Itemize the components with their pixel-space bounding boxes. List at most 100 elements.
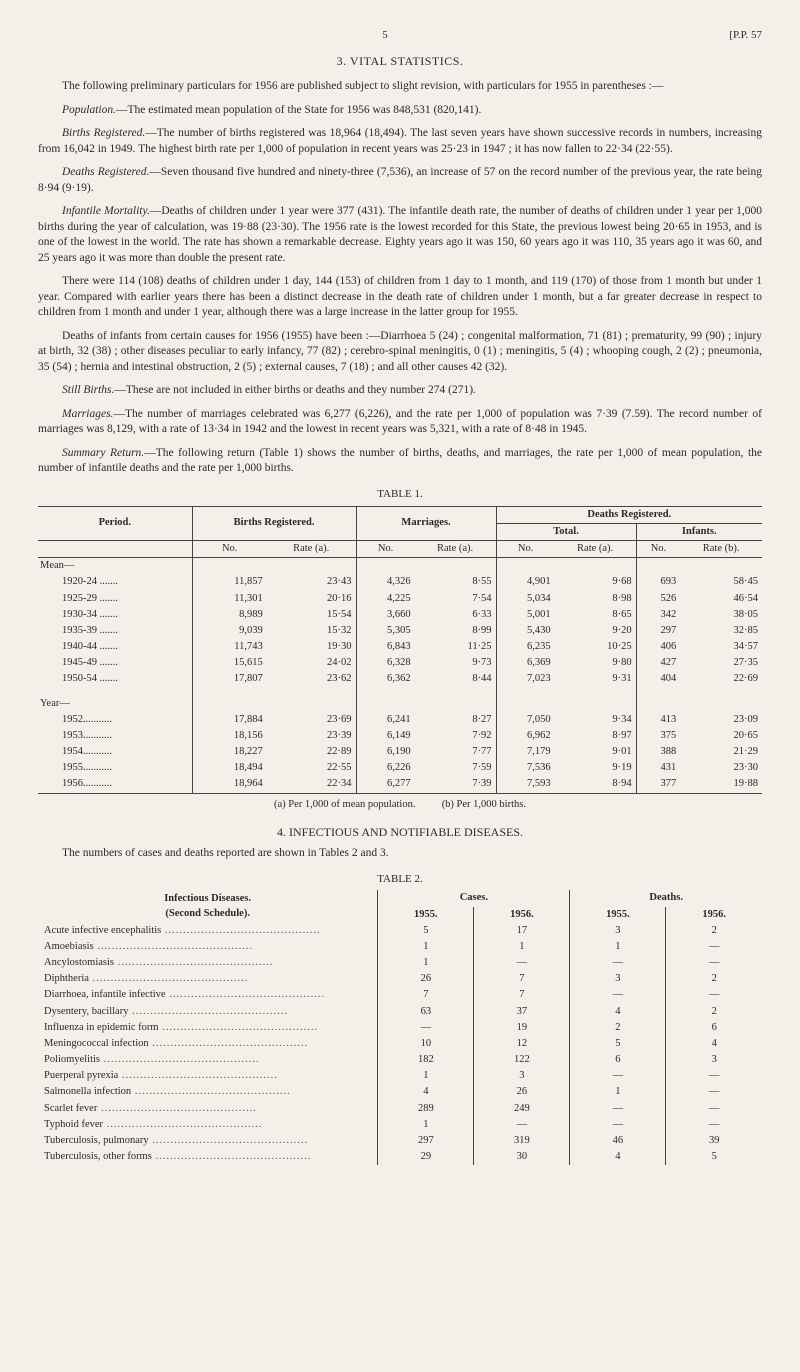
t1-marr-no: 4,225 <box>356 591 415 607</box>
t1-total-rate: 10·25 <box>555 639 636 655</box>
t1-total-rate: 8·97 <box>555 728 636 744</box>
t1-births-rate: 23·69 <box>267 712 356 728</box>
table-row: 1952...........17,88423·696,2418·277,050… <box>38 712 762 728</box>
t1-marr-no: 6,362 <box>356 671 415 687</box>
t1-total-no: 7,536 <box>496 760 555 776</box>
t2-cases-1955: 182 <box>378 1052 474 1068</box>
table-row: Puerperal pyrexia13—— <box>38 1068 762 1084</box>
t1-births-no: 17,807 <box>192 671 267 687</box>
table-2-title: TABLE 2. <box>38 872 762 887</box>
t1-inf-no: 693 <box>636 574 680 590</box>
t2-deaths-1955: 5 <box>570 1036 666 1052</box>
t1-births-rate: 24·02 <box>267 655 356 671</box>
t1-marr-no: 6,149 <box>356 728 415 744</box>
t1-inf-no: 431 <box>636 760 680 776</box>
t1-inf-no: 413 <box>636 712 680 728</box>
t1-marr-rate: 8·44 <box>415 671 496 687</box>
t1-total-no: 7,023 <box>496 671 555 687</box>
t2-cases-1955: 297 <box>378 1133 474 1149</box>
t2-cases-1956: 37 <box>474 1004 570 1020</box>
t2-cases-1956: 3 <box>474 1068 570 1084</box>
table-row: 1950-54 .......17,80723·626,3628·447,023… <box>38 671 762 687</box>
t2-cases-1955: 10 <box>378 1036 474 1052</box>
t2-cases-1955: 1 <box>378 1117 474 1133</box>
t2-deaths-1956: 39 <box>666 1133 762 1149</box>
t1-h-period: Period. <box>38 506 192 540</box>
t1-inf-rate: 27·35 <box>680 655 762 671</box>
t1-inf-no: 375 <box>636 728 680 744</box>
t1-group-label: Year— <box>38 696 192 712</box>
t1-h-ratea: Rate (a). <box>267 541 356 558</box>
t1-period: 1956........... <box>38 776 192 793</box>
t2-cases-1956: 249 <box>474 1101 570 1117</box>
t1-inf-rate: 19·88 <box>680 776 762 793</box>
t2-disease: Diphtheria <box>38 971 378 987</box>
t1-h-births: Births Registered. <box>192 506 356 540</box>
t2-cases-1955: 63 <box>378 1004 474 1020</box>
t2-deaths-1955: — <box>570 1068 666 1084</box>
t2-cases-1956: 1 <box>474 939 570 955</box>
t2-deaths-1956: 2 <box>666 1004 762 1020</box>
t1-total-rate: 9·20 <box>555 623 636 639</box>
t2-disease: Puerperal pyrexia <box>38 1068 378 1084</box>
t1-marr-no: 5,305 <box>356 623 415 639</box>
table-row: Salmonella infection4261— <box>38 1084 762 1100</box>
t1-births-no: 18,227 <box>192 744 267 760</box>
t1-births-rate: 23·39 <box>267 728 356 744</box>
table-row: Poliomyelitis18212263 <box>38 1052 762 1068</box>
t2-disease: Diarrhoea, infantile infective <box>38 987 378 1003</box>
t2-cases-1955: 1 <box>378 939 474 955</box>
t1-h-rateb: Rate (b). <box>680 541 762 558</box>
t2-cases-1955: 7 <box>378 987 474 1003</box>
t2-disease: Influenza in epidemic form <box>38 1020 378 1036</box>
table-row: 1920-24 .......11,85723·434,3268·554,901… <box>38 574 762 590</box>
t2-disease: Typhoid fever <box>38 1117 378 1133</box>
t2-disease: Acute infective encephalitis <box>38 923 378 939</box>
sec3-p7: Deaths of infants from certain causes fo… <box>38 329 762 376</box>
table-2: Infectious Diseases. (Second Schedule). … <box>38 890 762 1165</box>
t2-cases-1956: 17 <box>474 923 570 939</box>
t2-disease: Tuberculosis, other forms <box>38 1149 378 1165</box>
t1-births-rate: 23·43 <box>267 574 356 590</box>
t2-disease: Ancylostomiasis <box>38 955 378 971</box>
table-row: Scarlet fever289249—— <box>38 1101 762 1117</box>
t1-inf-rate: 46·54 <box>680 591 762 607</box>
t1-h-infants: Infants. <box>636 523 762 540</box>
t2-cases-1955: 289 <box>378 1101 474 1117</box>
t1-births-rate: 22·34 <box>267 776 356 793</box>
t2-deaths-1955: 6 <box>570 1052 666 1068</box>
t1-marr-no: 6,226 <box>356 760 415 776</box>
t1-foot-a: (a) Per 1,000 of mean population. <box>274 799 415 810</box>
t2-cases-1956: 26 <box>474 1084 570 1100</box>
t1-total-rate: 8·94 <box>555 776 636 793</box>
t1-marr-rate: 8·27 <box>415 712 496 728</box>
t1-inf-rate: 34·57 <box>680 639 762 655</box>
t1-births-no: 18,156 <box>192 728 267 744</box>
t2-cases-1956: 30 <box>474 1149 570 1165</box>
t1-period: 1950-54 ....... <box>38 671 192 687</box>
t2-cases-1955: 26 <box>378 971 474 987</box>
t1-total-no: 6,962 <box>496 728 555 744</box>
t1-period: 1954........... <box>38 744 192 760</box>
t1-inf-rate: 58·45 <box>680 574 762 590</box>
t1-h-no: No. <box>192 541 267 558</box>
population-label: Population. <box>62 104 116 116</box>
t1-marr-no: 6,328 <box>356 655 415 671</box>
t1-marr-no: 3,660 <box>356 607 415 623</box>
sec3-deaths-registered: Deaths Registered.—Seven thousand five h… <box>38 165 762 196</box>
table-row: 1956...........18,96422·346,2777·397,593… <box>38 776 762 793</box>
t1-total-no: 6,235 <box>496 639 555 655</box>
t2-deaths-1955: — <box>570 1117 666 1133</box>
marriages-text: —The number of marriages celebrated was … <box>38 408 762 436</box>
t1-inf-no: 406 <box>636 639 680 655</box>
sec3-p6: There were 114 (108) deaths of children … <box>38 274 762 321</box>
still-births-text: —These are not included in either births… <box>114 384 476 396</box>
t2-disease: Amoebiasis <box>38 939 378 955</box>
table-row: Ancylostomiasis1——— <box>38 955 762 971</box>
t1-h-no: No. <box>636 541 680 558</box>
t1-group-label: Mean— <box>38 558 192 575</box>
table-row: Tuberculosis, pulmonary2973194639 <box>38 1133 762 1149</box>
t2-h-deaths: Deaths. <box>570 890 762 906</box>
t1-period: 1955........... <box>38 760 192 776</box>
summary-label: Summary Return. <box>62 447 144 459</box>
